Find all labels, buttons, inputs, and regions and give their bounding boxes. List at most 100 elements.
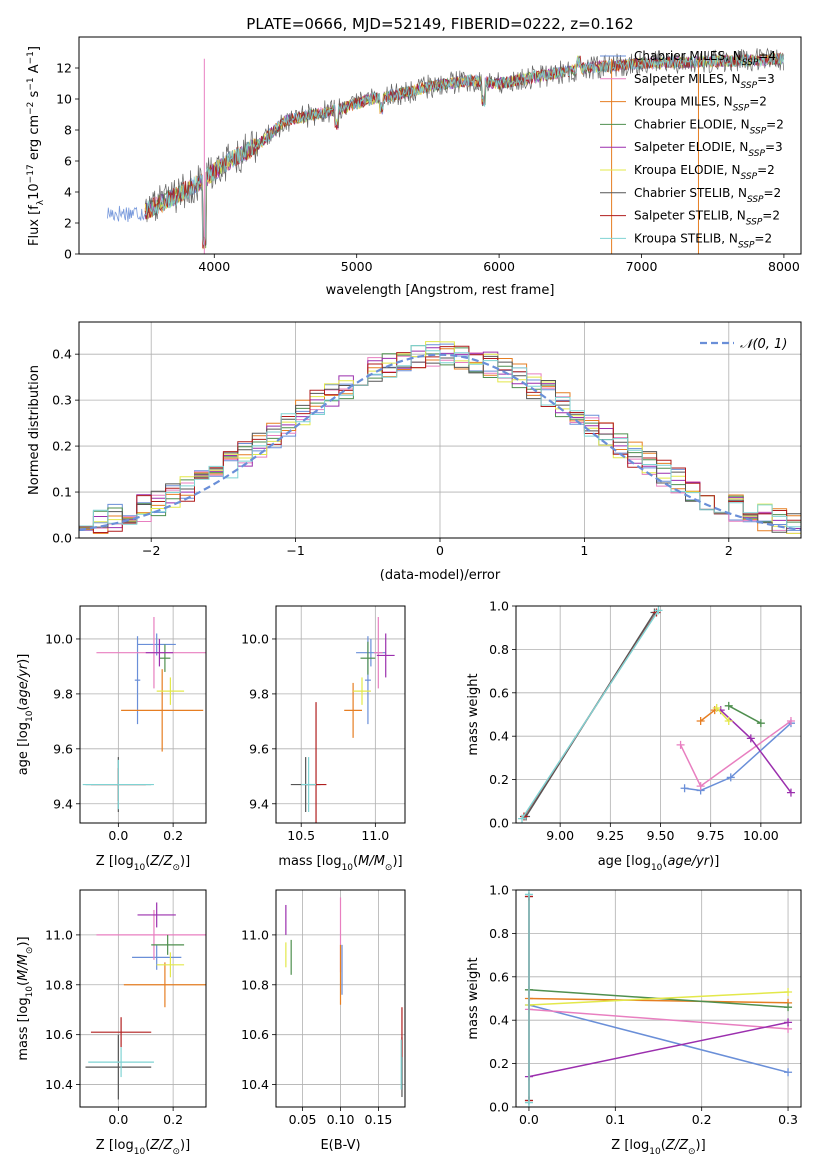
weight-line-kroupa_stelib <box>521 609 660 820</box>
legend-label-chabrier_stelib: Chabrier STELIB, NSSP=2 <box>634 186 781 205</box>
y-axis-label: mass weight <box>466 957 481 1039</box>
y-tick-label: 1.0 <box>489 883 509 898</box>
x-axis-label: wavelength [Angstrom, rest frame] <box>326 283 555 298</box>
x-tick-label: 0.2 <box>163 1112 183 1127</box>
legend-label-salpeter_stelib: Salpeter STELIB, NSSP=2 <box>634 209 780 228</box>
weight-line-salpeter_miles <box>528 1008 789 1030</box>
age-vs-metallicity-panel: 0.0 0.2 9.4 9.6 9.8 10.0 Z [log10(Z/Z⊙)] age [l… <box>16 605 207 873</box>
y-axis-label: Normed distribution <box>27 365 42 495</box>
x-tick-label: −2 <box>142 543 160 558</box>
axes-frame <box>275 889 406 1108</box>
x-tick-label: 0.0 <box>108 828 128 843</box>
y-tick-label: 0.0 <box>489 816 509 831</box>
y-tick-label: 0 <box>64 247 72 262</box>
spectrum-series-kroupa_stelib <box>145 53 785 245</box>
mass-weight-vs-age-panel: 9.00 9.25 9.50 9.75 10.00 0.0 0.2 0.4 0.6 0.8 1.0 a… <box>466 599 802 873</box>
weight-marker-kroupa_miles <box>696 717 705 726</box>
plot-area <box>518 606 795 823</box>
plot-area <box>107 47 785 254</box>
y-axis-label: mass weight <box>466 673 481 755</box>
plot-area <box>290 616 395 823</box>
y-tick-label: 0.2 <box>489 1056 509 1071</box>
axes-frame <box>78 321 802 539</box>
weight-line-kroupa_elodie <box>716 707 730 722</box>
weight-marker-kroupa_elodie <box>712 703 721 712</box>
weight-marker-chabrier_miles <box>726 773 735 782</box>
y-tick-label: 9.4 <box>249 796 269 811</box>
weight-marker-chabrier_elodie <box>784 1003 793 1012</box>
x-tick-label: 0.0 <box>108 1112 128 1127</box>
y-tick-label: 10.6 <box>45 1027 73 1042</box>
legend-label-kroupa_stelib: Kroupa STELIB, NSSP=2 <box>634 231 772 250</box>
plot-area <box>285 897 403 1098</box>
y-tick-label: 9.6 <box>53 741 73 756</box>
y-tick-label: 9.8 <box>53 686 73 701</box>
x-tick-label: 11.0 <box>361 828 389 843</box>
weight-line-chabrier_miles <box>528 1004 789 1074</box>
x-tick-label: 0.2 <box>692 1112 712 1127</box>
axes-frame <box>79 889 207 1108</box>
x-tick-label: 0.10 <box>327 1112 355 1127</box>
plot-area <box>524 890 793 1107</box>
weight-marker-chabrier_elodie <box>756 719 765 728</box>
y-tick-label: 0.2 <box>489 772 509 787</box>
x-axis-label: Z [log10(Z/Z⊙)] <box>611 1138 705 1157</box>
x-tick-label: 5000 <box>341 259 373 274</box>
y-tick-label: 9.6 <box>249 741 269 756</box>
y-tick-label: 9.4 <box>53 796 73 811</box>
plot-area <box>82 616 206 813</box>
spectrum-panel: 4000 5000 6000 7000 8000 0 2 4 6 8 10 12 Chabrier MI… <box>26 36 802 298</box>
weight-marker-salpeter_elodie <box>746 734 755 743</box>
x-tick-label: 2 <box>725 543 733 558</box>
x-tick-label: 10.5 <box>287 828 315 843</box>
y-tick-label: 8 <box>64 123 72 138</box>
y-axis-label: age [log10(age/yr)] <box>16 654 35 776</box>
axes-frame <box>79 605 207 824</box>
y-tick-label: 10.8 <box>45 977 73 992</box>
y-tick-label: 9.8 <box>249 686 269 701</box>
y-tick-label: 10.0 <box>45 631 73 646</box>
y-axis-label: Flux [fλ10−17 erg cm−2 s−1 A−1] <box>26 46 46 246</box>
y-tick-label: 10.4 <box>241 1077 269 1092</box>
x-tick-label: 9.75 <box>697 828 725 843</box>
x-tick-label: 9.50 <box>647 828 675 843</box>
y-tick-label: 6 <box>64 154 72 169</box>
mass-vs-extinction-panel: 0.05 0.10 0.15 10.4 10.6 10.8 11.0 E(B-V) <box>241 889 406 1153</box>
y-tick-label: 0.0 <box>489 1100 509 1115</box>
axes-frame <box>275 605 406 824</box>
mass-weight-vs-metallicity-panel: 0.0 0.1 0.2 0.3 0.0 0.2 0.4 0.6 0.8 1.0 Z [log10(Z… <box>466 883 802 1157</box>
legend-label-kroupa_elodie: Kroupa ELODIE, NSSP=2 <box>634 163 775 182</box>
weight-marker-salpeter_miles <box>676 740 685 749</box>
weight-marker-kroupa_elodie <box>724 717 733 726</box>
axes-frame <box>515 605 802 824</box>
x-axis-label: (data-model)/error <box>380 568 501 583</box>
y-tick-label: 0.2 <box>52 439 72 454</box>
weight-line-kroupa_miles <box>528 997 789 1004</box>
y-tick-label: 4 <box>64 185 72 200</box>
x-axis-label: E(B-V) <box>320 1138 360 1153</box>
histogram-chabrier_miles <box>79 343 801 531</box>
x-tick-label: 4000 <box>198 259 230 274</box>
x-tick-label: 10.00 <box>743 828 779 843</box>
weight-marker-salpeter_miles <box>696 782 705 791</box>
weight-line-kroupa_miles <box>700 709 716 722</box>
weight-marker-salpeter_miles <box>786 717 795 726</box>
legend-label-chabrier_elodie: Chabrier ELODIE, NSSP=2 <box>634 117 784 136</box>
y-tick-label: 2 <box>64 216 72 231</box>
legend-label-salpeter_miles: Salpeter MILES, NSSP=3 <box>634 72 775 91</box>
y-tick-label: 10.4 <box>45 1077 73 1092</box>
spectrum-legend: Chabrier MILES, NSSP=4 Salpeter MILES, NS… <box>600 49 784 250</box>
x-tick-label: 7000 <box>626 259 658 274</box>
x-axis-label: Z [log10(Z/Z⊙)] <box>96 1138 190 1157</box>
legend-label-kroupa_miles: Kroupa MILES, NSSP=2 <box>634 95 767 114</box>
axes-frame <box>515 889 802 1108</box>
x-tick-label: 0.1 <box>605 1112 625 1127</box>
weight-line-salpeter_elodie <box>528 1021 789 1078</box>
plot-area <box>85 902 206 1100</box>
x-axis-label: mass [log10(M/M⊙)] <box>278 854 402 873</box>
x-axis-label: Z [log10(Z/Z⊙)] <box>96 854 190 873</box>
y-tick-label: 12 <box>56 61 72 76</box>
x-tick-label: 9.25 <box>596 828 624 843</box>
y-axis-label: mass [log10(M/M⊙)] <box>16 936 35 1060</box>
